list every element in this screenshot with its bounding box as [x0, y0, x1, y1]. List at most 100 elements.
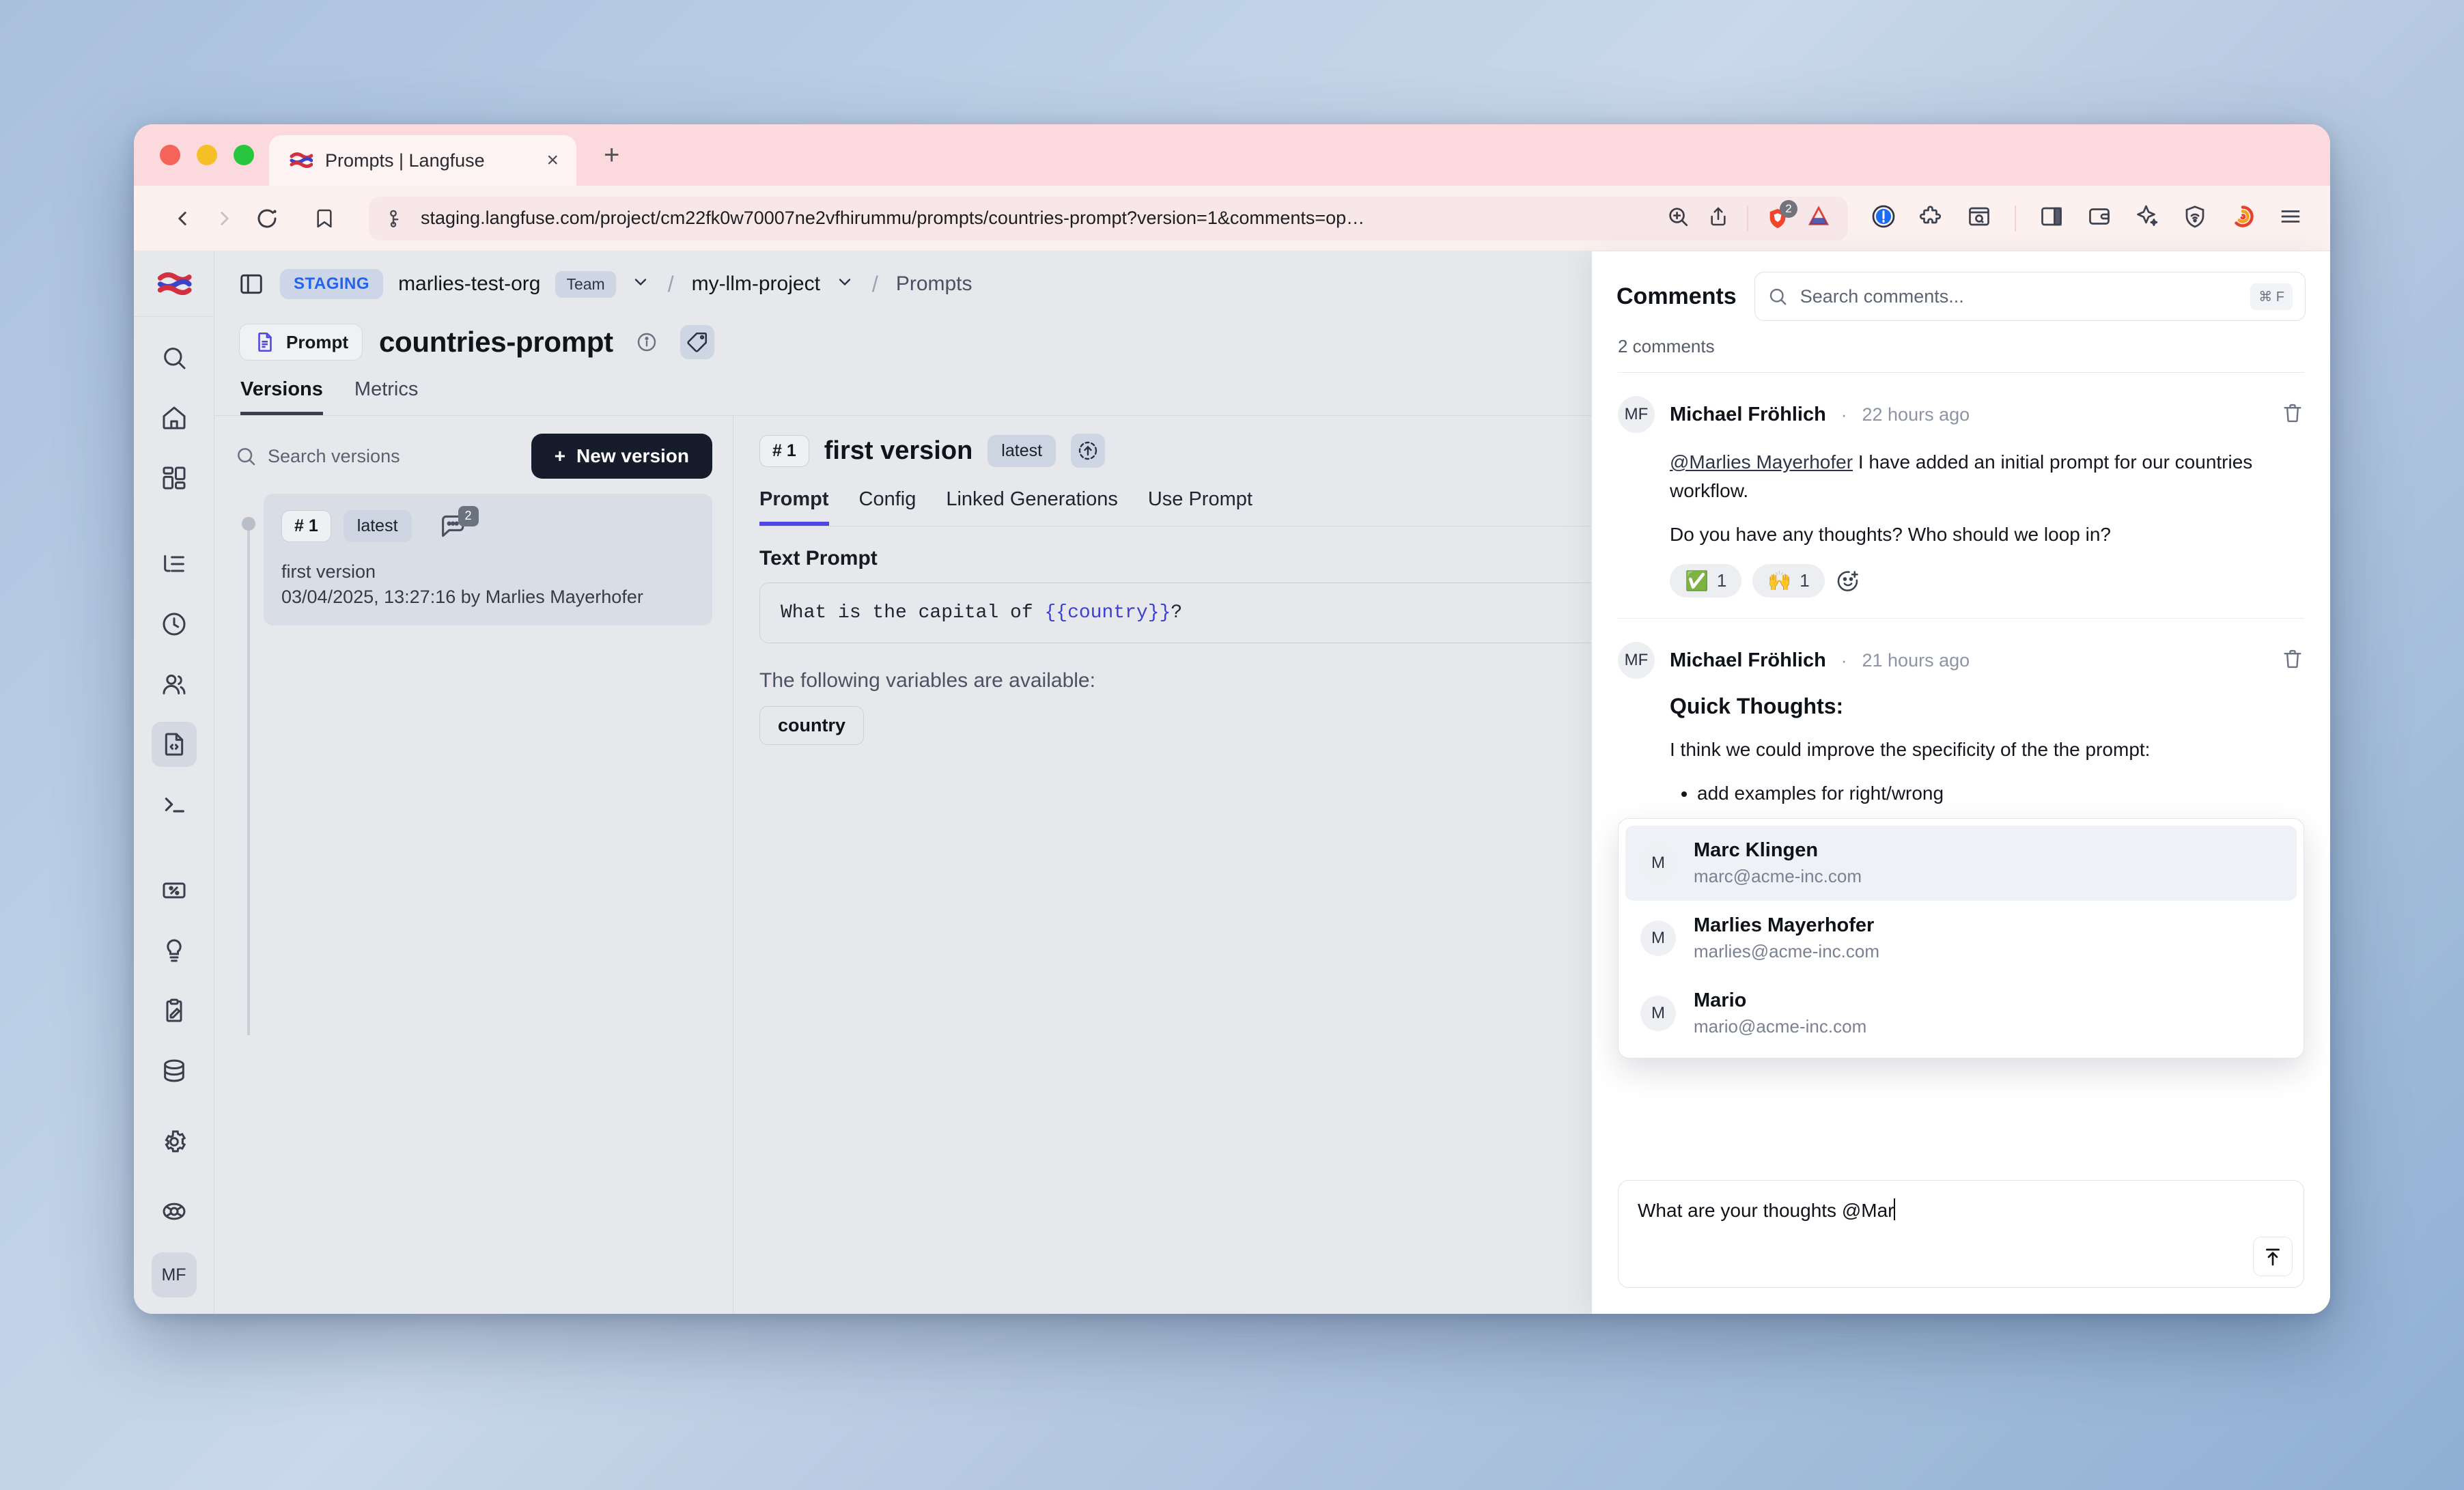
back-button[interactable]: [161, 197, 204, 240]
reaction-check[interactable]: ✅ 1: [1670, 564, 1742, 598]
tab-versions[interactable]: Versions: [240, 378, 323, 415]
add-reaction-icon[interactable]: [1836, 569, 1860, 593]
user-avatar[interactable]: MF: [151, 1252, 197, 1297]
reload-button[interactable]: [246, 197, 288, 240]
hamburger-menu-icon[interactable]: [2278, 204, 2303, 232]
sidebar-item-datasets[interactable]: [152, 1048, 197, 1093]
send-comment-button[interactable]: [2253, 1237, 2293, 1276]
sidebar-item-playground[interactable]: [152, 782, 197, 827]
breadcrumb-org[interactable]: marlies-test-org: [398, 272, 541, 295]
mention-name: Mario: [1694, 989, 1747, 1011]
prompt-text-prefix: What is the capital of: [781, 602, 1045, 623]
trash-icon[interactable]: [2281, 402, 2304, 428]
sidebar-item-prompts[interactable]: [151, 722, 197, 767]
1password-icon[interactable]: [1871, 204, 1896, 232]
tab-linked-generations[interactable]: Linked Generations: [946, 488, 1118, 510]
new-tab-button[interactable]: +: [604, 139, 620, 170]
url-bar[interactable]: staging.langfuse.com/project/cm22fk0w700…: [369, 196, 1848, 240]
prompt-text-box[interactable]: What is the capital of {{country}}?: [759, 582, 2330, 643]
brave-shields-icon[interactable]: 2: [1766, 199, 1797, 230]
rocket-deploy-icon[interactable]: [1071, 434, 1106, 468]
tab-close-icon[interactable]: ×: [546, 149, 559, 171]
sidebar-item-settings[interactable]: [152, 1119, 197, 1164]
sidebar-item-evaluation[interactable]: [152, 868, 197, 913]
panel-left-icon[interactable]: [238, 270, 265, 298]
avatar: MF: [1618, 642, 1655, 679]
mention-link[interactable]: @Marlies Mayerhofer: [1670, 451, 1853, 473]
mention-option-marc-klingen[interactable]: M Marc Klingen marc@acme-inc.com: [1625, 826, 2297, 901]
plus-icon: +: [554, 445, 566, 466]
comment-header: MF Michael Fröhlich · 22 hours ago: [1618, 396, 2304, 433]
page-title-row: Prompt countries-prompt: [214, 317, 2330, 361]
langfuse-logo-icon: [290, 152, 313, 168]
sidebar-item-tracing[interactable]: [152, 542, 197, 587]
comments-title: Comments: [1616, 283, 1737, 309]
mention-option-mario[interactable]: M Mario mario@acme-inc.com: [1625, 976, 2297, 1051]
comment-composer[interactable]: What are your thoughts @Mar: [1618, 1180, 2304, 1288]
browser-navbar: staging.langfuse.com/project/cm22fk0w700…: [134, 186, 2330, 251]
page-search-icon[interactable]: [1967, 204, 1991, 232]
tab-metrics[interactable]: Metrics: [354, 378, 419, 400]
chevron-down-icon[interactable]: [631, 272, 650, 296]
prompt-type-badge: Prompt: [239, 324, 363, 361]
sidebar-toggle-icon[interactable]: [2039, 204, 2064, 232]
extension-triangle-icon[interactable]: [1807, 205, 1830, 231]
vpn-shield-icon[interactable]: [2183, 204, 2207, 232]
version-comments-button[interactable]: 2: [439, 505, 479, 540]
minimize-window-button[interactable]: [197, 145, 217, 165]
share-icon[interactable]: [1707, 206, 1729, 231]
maximize-window-button[interactable]: [234, 145, 254, 165]
bookmark-icon[interactable]: [303, 197, 346, 240]
mention-option-marlies-mayerhofer[interactable]: M Marlies Mayerhofer marlies@acme-inc.co…: [1625, 901, 2297, 976]
zoom-in-icon[interactable]: [1666, 205, 1690, 231]
toolbar-divider-2: [2015, 205, 2016, 231]
forward-button[interactable]: [204, 197, 246, 240]
version-card[interactable]: # 1 latest 2 first version 03/04/2025, 1…: [264, 494, 712, 625]
sidebar-item-home[interactable]: [152, 395, 197, 440]
breadcrumb-project[interactable]: my-llm-project: [691, 272, 820, 295]
breadcrumb-separator-2: /: [871, 271, 878, 296]
tab-config[interactable]: Config: [858, 488, 916, 510]
info-circle-icon[interactable]: [630, 325, 664, 359]
sidebar-item-search[interactable]: [152, 335, 197, 380]
chevron-down-icon-2[interactable]: [835, 272, 854, 296]
sidebar-item-dashboards[interactable]: [152, 455, 197, 501]
breadcrumb-section[interactable]: Prompts: [895, 272, 972, 295]
puzzle-extension-icon[interactable]: [1919, 204, 1944, 232]
trash-icon[interactable]: [2281, 647, 2304, 674]
clipboard-pen-icon: [166, 998, 182, 1022]
check-emoji: ✅: [1685, 570, 1709, 591]
wallet-icon[interactable]: [2087, 204, 2112, 232]
search-versions-input[interactable]: Search versions: [235, 445, 518, 467]
tab-use-prompt[interactable]: Use Prompt: [1147, 488, 1252, 510]
app-logo[interactable]: [134, 251, 214, 317]
version-label: first version: [281, 561, 376, 582]
comment-author: Michael Fröhlich: [1670, 649, 1826, 671]
rail-bottom-items: MF: [151, 1113, 197, 1314]
reaction-raised-hands[interactable]: 🙌 1: [1752, 564, 1825, 598]
sparkle-ai-icon[interactable]: [2135, 204, 2159, 232]
comment-heading: Quick Thoughts:: [1670, 694, 1844, 718]
sidebar-item-sessions[interactable]: [152, 602, 197, 647]
new-version-button[interactable]: + New version: [531, 434, 712, 479]
detail-version-tag: latest: [988, 434, 1056, 467]
sidebar-item-users[interactable]: [152, 662, 197, 707]
send-up-icon: [2266, 1248, 2280, 1266]
versions-pane: Search versions + New version # 1: [214, 416, 733, 1314]
sidebar-item-annotation-queues[interactable]: [152, 988, 197, 1033]
org-role-badge: Team: [555, 270, 616, 298]
browser-tab[interactable]: Prompts | Langfuse ×: [269, 135, 576, 186]
version-meta: 03/04/2025, 13:27:16 by Marlies Mayerhof…: [281, 587, 643, 607]
sidebar-item-llm-as-judge[interactable]: [152, 928, 197, 973]
tab-prompt[interactable]: Prompt: [759, 488, 829, 526]
version-tag: latest: [343, 510, 412, 542]
sidebar-item-support[interactable]: [152, 1189, 197, 1234]
terminal-icon: [165, 798, 184, 813]
search-comments-input[interactable]: Search comments... ⌘ F: [1754, 272, 2306, 321]
tag-icon[interactable]: [680, 325, 714, 359]
brave-rewards-icon[interactable]: [2230, 204, 2255, 232]
close-window-button[interactable]: [160, 145, 180, 165]
mention-email: marc@acme-inc.com: [1694, 866, 1862, 886]
detail-header: # 1 first version latest: [759, 434, 2330, 468]
percent-box-icon: [163, 882, 185, 899]
